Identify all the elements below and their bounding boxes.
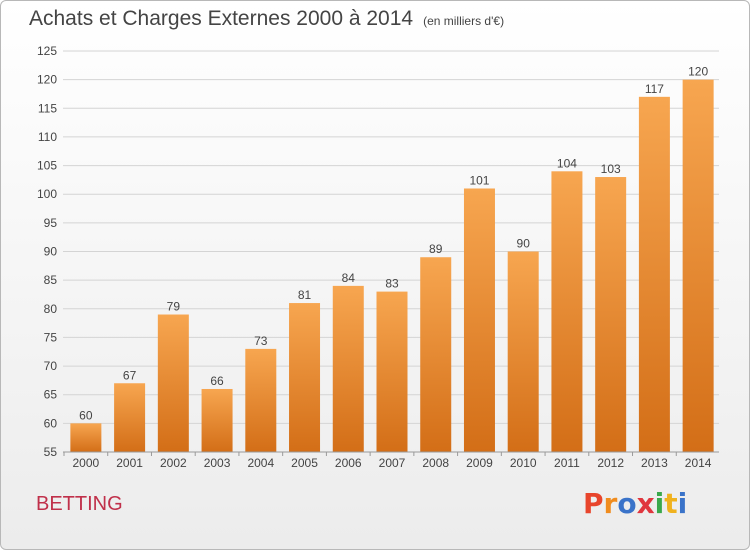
- x-tick-label: 2003: [204, 456, 231, 470]
- logo-letter: o: [617, 487, 637, 520]
- bars: 60 67 79 66 73 81 84 83 89 101 90 104 103 117 120: [70, 65, 714, 453]
- bar-value-label: 79: [167, 300, 181, 314]
- bar-2002: [157, 314, 189, 452]
- bar-2009: [463, 188, 495, 452]
- bar-value-label: 84: [342, 271, 356, 285]
- x-tick-label: 2002: [160, 456, 187, 470]
- bar-2013: [638, 96, 670, 452]
- logo-letter: i: [677, 487, 688, 520]
- bar-value-label: 67: [123, 368, 137, 382]
- x-tick-label: 2014: [685, 456, 712, 470]
- bar-value-label: 104: [557, 156, 577, 170]
- bar-2000: [70, 423, 102, 452]
- bar-2012: [595, 177, 627, 452]
- bar-2010: [507, 251, 539, 452]
- bar-value-label: 60: [79, 408, 93, 422]
- y-tick-label: 70: [44, 359, 58, 373]
- y-tick-label: 110: [38, 130, 57, 144]
- y-tick-label: 90: [44, 245, 58, 259]
- x-tick-label: 2006: [335, 456, 362, 470]
- x-tick-label: 2013: [641, 456, 668, 470]
- x-tick-label: 2005: [291, 456, 318, 470]
- y-tick-label: 55: [44, 445, 58, 459]
- bar-value-label: 101: [469, 173, 489, 187]
- x-tick-label: 2001: [116, 456, 143, 470]
- y-tick-label: 75: [44, 330, 58, 344]
- y-tick-label: 95: [44, 216, 58, 230]
- logo-letter: r: [603, 487, 618, 520]
- chart-title: Achats et Charges Externes 2000 à 2014 (e…: [29, 7, 504, 31]
- y-axis: 55 60 65 70 75 80 85 90 95 100 105 110 115 120 125: [37, 44, 57, 459]
- logo-letter: P: [583, 487, 604, 520]
- x-tick-label: 2010: [510, 456, 537, 470]
- x-tick-label: 2000: [73, 456, 100, 470]
- y-tick-label: 125: [37, 44, 57, 58]
- y-tick-label: 85: [44, 273, 58, 287]
- x-tick-label: 2011: [554, 456, 580, 470]
- bar-2007: [376, 291, 408, 452]
- bar-value-label: 81: [298, 288, 312, 302]
- bar-value-label: 89: [429, 242, 443, 256]
- bar-2008: [420, 257, 452, 452]
- y-tick-label: 60: [44, 416, 58, 430]
- bar-value-label: 117: [645, 82, 664, 96]
- logo-letter: i: [654, 487, 665, 520]
- x-tick-label: 2004: [247, 456, 274, 470]
- x-tick-label: 2012: [597, 456, 624, 470]
- y-tick-label: 65: [44, 388, 58, 402]
- bar-value-label: 120: [688, 65, 708, 79]
- proxiti-logo[interactable]: Proxiti: [583, 487, 687, 520]
- bar-2005: [289, 303, 321, 452]
- x-tick-label: 2008: [422, 456, 449, 470]
- y-tick-label: 115: [38, 101, 57, 115]
- bar-2003: [201, 388, 233, 452]
- bar-2011: [551, 171, 583, 453]
- y-tick-label: 100: [37, 187, 57, 201]
- y-tick-label: 120: [37, 73, 57, 87]
- bar-value-label: 73: [254, 334, 268, 348]
- x-tick-label: 2009: [466, 456, 493, 470]
- chart-title-text: Achats et Charges Externes 2000 à 2014: [29, 7, 414, 30]
- bar-value-label: 103: [601, 162, 621, 176]
- y-tick-label: 80: [44, 302, 58, 316]
- y-tick-label: 105: [37, 159, 57, 173]
- chart-subtitle: (en milliers d'€): [423, 14, 505, 28]
- bar-2014: [682, 79, 714, 453]
- bar-value-label: 90: [517, 237, 531, 251]
- x-tick-label: 2007: [379, 456, 406, 470]
- bar-2004: [245, 348, 277, 452]
- x-axis: 2000 2001 2002 2003 2004 2005 2006 2007 2008 2009…: [63, 452, 712, 470]
- bar-2001: [114, 383, 146, 452]
- logo-letter: x: [636, 487, 655, 520]
- commune-name: BETTING: [36, 493, 123, 515]
- bar-value-label: 83: [385, 277, 399, 291]
- bar-value-label: 66: [210, 374, 224, 388]
- bar-2006: [332, 285, 364, 452]
- logo-letter: t: [664, 487, 678, 520]
